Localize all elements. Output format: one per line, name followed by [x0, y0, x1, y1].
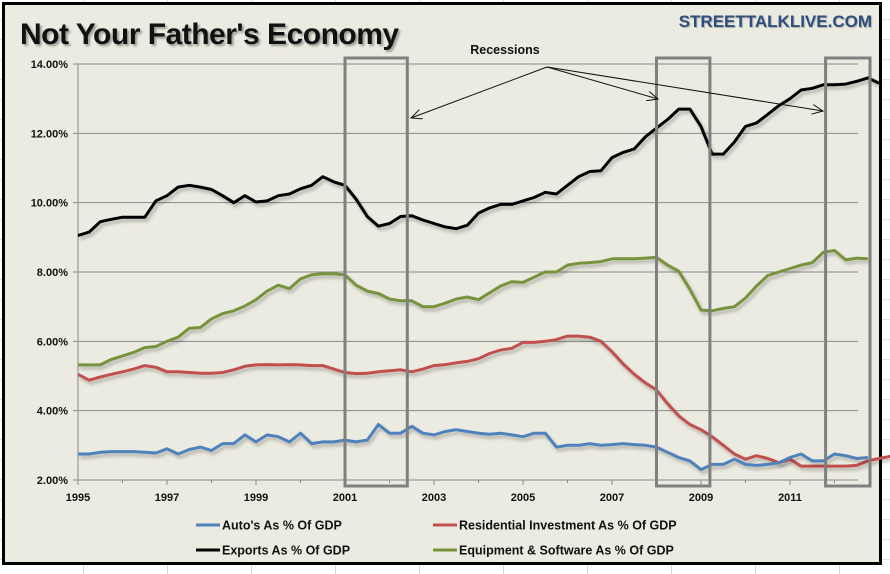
y-tick-label: 4.00% — [37, 406, 68, 418]
legend: Auto's As % Of GDP Residential Investment… — [196, 519, 677, 558]
y-tick-label: 8.00% — [37, 267, 68, 279]
series-line-exports-as-of-gdp — [77, 76, 880, 238]
x-tick-label: 1999 — [244, 492, 268, 504]
y-tick-label: 14.00% — [31, 59, 69, 71]
y-tick-label: 2.00% — [37, 475, 68, 487]
recession-box — [655, 56, 712, 488]
x-tick-label: 1995 — [66, 492, 90, 504]
recession-arrow — [546, 66, 823, 111]
recession-boxes — [343, 56, 872, 488]
legend-label: Residential Investment As % Of GDP — [459, 519, 677, 533]
recession-arrow — [411, 66, 548, 118]
chart-title: Not Your Father's Economy — [20, 18, 399, 51]
recession-arrow — [546, 66, 658, 99]
recessions-label: Recessions — [470, 43, 540, 57]
gridlines — [78, 63, 858, 481]
x-tick-label: 2011 — [778, 492, 802, 504]
recession-box — [343, 56, 409, 488]
axes: 2.00% 4.00% 6.00% 8.00% 10.00% 12.00% 14.00% 19… — [31, 59, 835, 504]
legend-label: Auto's As % Of GDP — [222, 519, 342, 533]
recessions-annotation: Recessions — [411, 43, 823, 118]
recession-box — [824, 56, 872, 488]
x-tick-label: 2003 — [422, 492, 446, 504]
legend-item: Residential Investment As % Of GDP — [433, 519, 677, 533]
legend-label: Exports As % Of GDP — [222, 544, 350, 558]
y-tick-label: 6.00% — [37, 336, 68, 348]
x-tick-label: 2009 — [689, 492, 713, 504]
x-tick-label: 2005 — [511, 492, 535, 504]
legend-item: Exports As % Of GDP — [196, 544, 350, 558]
series-line-equipment-software-as-of-gdp — [78, 249, 868, 367]
legend-item: Auto's As % Of GDP — [196, 519, 342, 533]
y-tick-label: 12.00% — [31, 128, 69, 140]
series-line-residential-investment-as-of-gdp — [77, 334, 890, 468]
legend-item: Equipment & Software As % Of GDP — [433, 544, 674, 558]
legend-label: Equipment & Software As % Of GDP — [459, 544, 674, 558]
series-line-auto-s-as-of-gdp — [78, 423, 869, 472]
x-tick-label: 1997 — [155, 492, 179, 504]
series-lines — [77, 76, 890, 472]
x-tick-label: 2001 — [333, 492, 357, 504]
chart-frame — [2, 2, 882, 565]
y-tick-label: 10.00% — [31, 198, 69, 210]
x-tick-label: 2007 — [600, 492, 624, 504]
source-label: STREETTALKLIVE.COM — [678, 12, 872, 31]
